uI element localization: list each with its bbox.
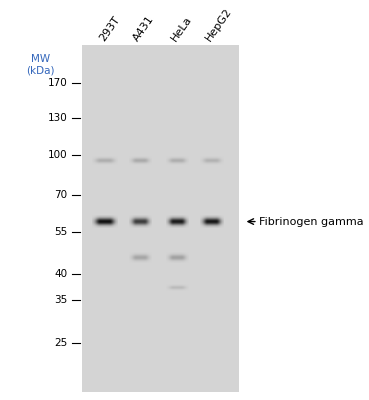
Text: 40: 40 (55, 270, 68, 280)
Text: A431: A431 (132, 14, 156, 43)
Text: 70: 70 (55, 190, 68, 200)
Text: HeLa: HeLa (169, 14, 194, 43)
Text: Fibrinogen gamma: Fibrinogen gamma (259, 216, 364, 226)
Text: 25: 25 (54, 338, 68, 348)
Text: 293T: 293T (97, 14, 121, 43)
Text: 170: 170 (48, 78, 68, 88)
Text: 35: 35 (54, 294, 68, 304)
Bar (82, 45, 239, 392)
Text: 130: 130 (48, 113, 68, 123)
Text: MW
(kDa): MW (kDa) (27, 54, 55, 76)
Text: HepG2: HepG2 (204, 6, 234, 43)
Text: 100: 100 (48, 150, 68, 160)
Text: 55: 55 (54, 227, 68, 237)
